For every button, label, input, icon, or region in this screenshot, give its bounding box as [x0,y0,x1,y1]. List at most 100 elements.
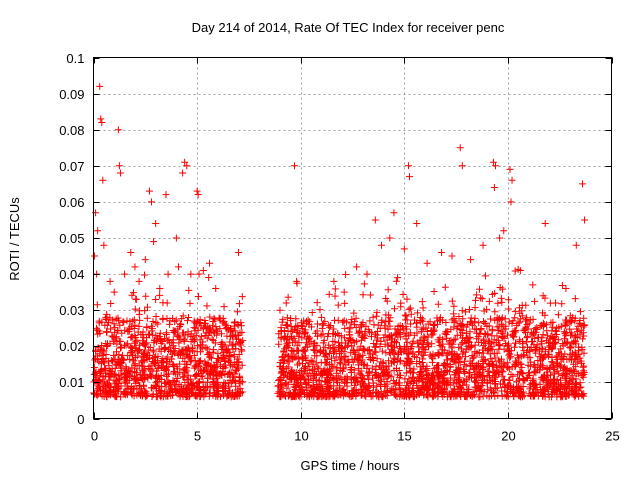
data-point [280,348,288,356]
data-point [575,319,583,327]
data-point [166,317,174,325]
data-point [235,350,243,358]
data-point [226,328,234,336]
x-tick-label: 15 [397,429,411,444]
data-point [145,354,153,362]
data-point [571,391,579,399]
data-point [276,375,284,383]
data-point [154,373,162,381]
data-point [495,370,503,378]
data-point [205,273,213,281]
data-point [498,367,506,375]
data-point [428,331,436,339]
data-point [235,358,243,366]
data-point [282,299,290,307]
data-point [442,380,450,388]
data-point [226,361,234,369]
data-point [155,382,163,390]
data-point [299,346,307,354]
data-point [387,389,395,397]
data-point [290,162,298,170]
data-point [434,336,442,344]
data-point [309,357,317,365]
data-point [238,293,246,301]
data-point [93,301,101,309]
data-point [529,379,537,387]
data-point [285,358,293,366]
data-point [389,347,397,355]
data-point [564,381,572,389]
data-point [539,331,547,339]
data-point [373,382,381,390]
data-point [97,115,105,123]
data-point [475,319,483,327]
data-point [90,371,98,379]
data-point [488,327,496,335]
data-point [207,363,215,371]
data-point [98,118,106,126]
data-point [357,342,365,350]
data-point [415,373,423,381]
data-point [163,329,171,337]
data-point [115,351,123,359]
data-point [479,349,487,357]
data-point [348,355,356,363]
data-point [195,383,203,391]
data-point [306,334,314,342]
data-point [390,344,398,352]
data-point [325,290,333,298]
data-point [392,391,400,399]
data-point [382,362,390,370]
data-point [406,304,414,312]
data-point [465,305,473,313]
data-point [471,314,479,322]
data-point [372,343,380,351]
data-point [108,316,116,324]
data-point [445,340,453,348]
data-point [436,378,444,386]
data-point [135,322,143,330]
data-point [537,386,545,394]
data-point [214,350,222,358]
data-point [475,285,483,293]
data-point [175,390,183,398]
data-point [378,241,386,249]
data-point [384,325,392,333]
data-point [326,385,334,393]
data-point [211,368,219,376]
data-point [574,347,582,355]
tick-labels: 0 0.01 0.02 0.03 0.04 0.05 0.06 0.07 0.08 0.09 0.1… [59,51,620,444]
data-point [524,361,532,369]
data-point [494,326,502,334]
data-point [533,324,541,332]
data-point [143,324,151,332]
data-point [511,327,519,335]
data-point [102,388,110,396]
data-point [298,360,306,368]
data-point [156,329,164,337]
data-point [176,393,184,401]
data-point [309,382,317,390]
data-point [416,314,424,322]
data-point [457,345,465,353]
data-point [292,391,300,399]
data-point [442,331,450,339]
data-point [140,362,148,370]
data-point [332,346,340,354]
data-point [278,365,286,373]
data-point [372,362,380,370]
data-point [133,365,141,373]
data-point [231,389,239,397]
data-point [190,364,198,372]
data-point [289,327,297,335]
data-point [366,291,374,299]
data-point [547,371,555,379]
data-point [496,363,504,371]
data-point [354,329,362,337]
data-point [225,383,233,391]
data-point [162,355,170,363]
data-point [166,358,174,366]
data-point [348,387,356,395]
data-point [121,326,129,334]
data-point [286,373,294,381]
